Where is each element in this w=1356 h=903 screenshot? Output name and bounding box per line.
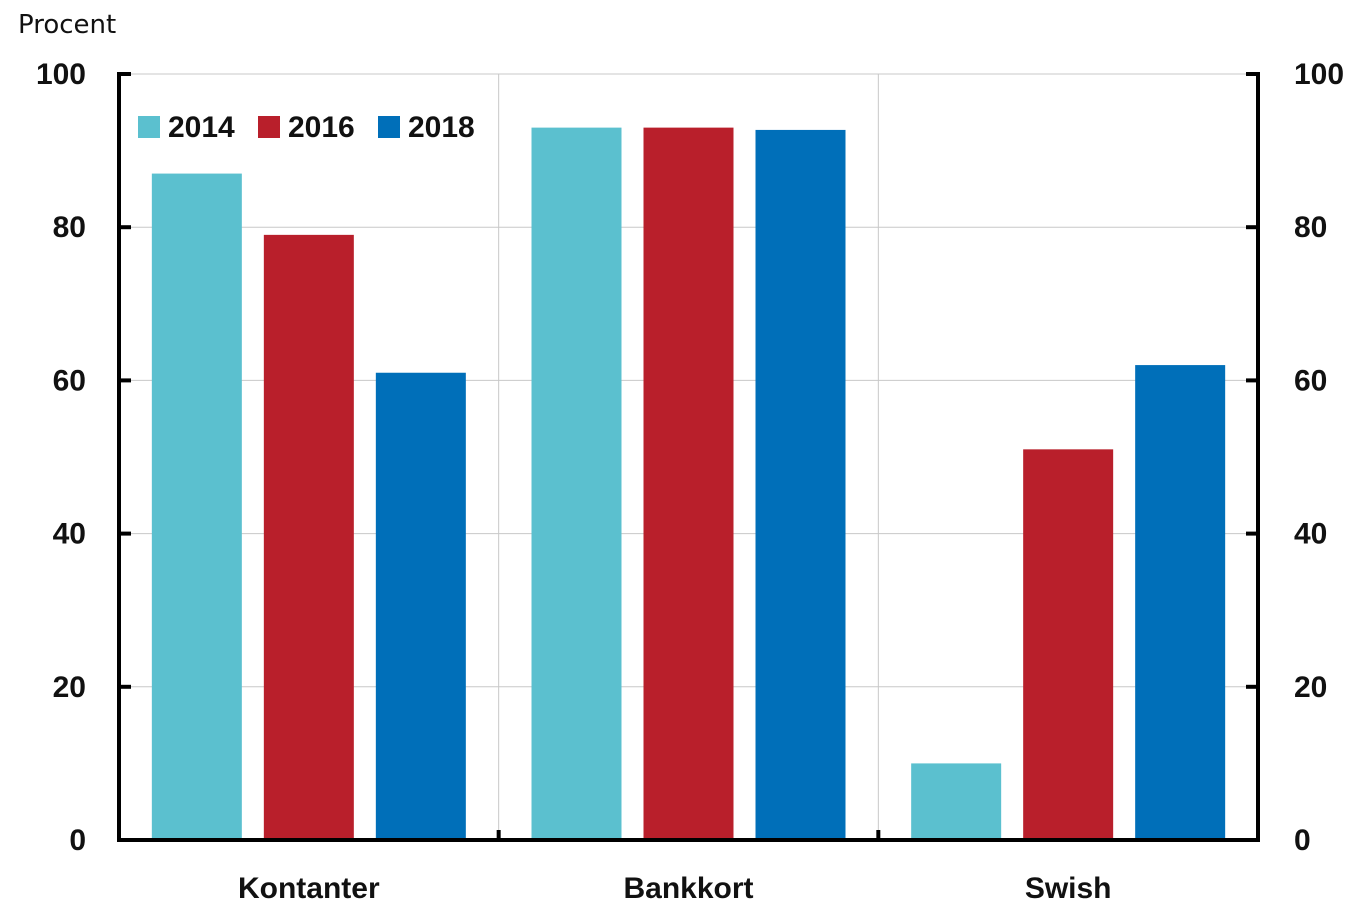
bars — [151, 127, 1226, 841]
axes — [117, 72, 1260, 842]
bar-swish-2016 — [1023, 449, 1114, 840]
legend-swatch-2014 — [138, 116, 160, 138]
bar-swish-2014 — [911, 763, 1002, 840]
right-tick-label-60: 60 — [1294, 364, 1327, 397]
right-tick-label-20: 20 — [1294, 671, 1327, 704]
left-tick-label-80: 80 — [53, 211, 86, 244]
category-label-swish: Swish — [1025, 872, 1112, 903]
right-tick-label-40: 40 — [1294, 518, 1327, 551]
bar-bankkort-2016 — [643, 127, 734, 841]
category-label-kontanter: Kontanter — [238, 872, 380, 903]
legend-swatch-2016 — [258, 116, 280, 138]
bar-bankkort-2018 — [755, 129, 846, 841]
legend-label-2018: 2018 — [408, 111, 475, 144]
left-tick-label-40: 40 — [53, 518, 86, 551]
bar-bankkort-2014 — [531, 127, 622, 841]
bar-kontanter-2018 — [375, 372, 466, 840]
legend-label-2014: 2014 — [168, 111, 235, 144]
legend: 2014 2016 2018 — [138, 111, 475, 144]
legend-label-2016: 2016 — [288, 111, 355, 144]
right-tick-label-0: 0 — [1294, 824, 1311, 857]
right-axis-ticks: 0 20 40 60 80 100 — [1246, 58, 1344, 857]
bar-swish-2018 — [1135, 365, 1226, 840]
left-tick-label-100: 100 — [36, 58, 86, 91]
legend-swatch-2018 — [378, 116, 400, 138]
left-axis-ticks: 0 20 40 60 80 100 — [36, 58, 131, 857]
right-tick-label-80: 80 — [1294, 211, 1327, 244]
category-labels: Kontanter Bankkort Swish — [238, 872, 1112, 903]
left-tick-label-20: 20 — [53, 671, 86, 704]
bar-kontanter-2016 — [263, 234, 354, 841]
category-label-bankkort: Bankkort — [623, 872, 753, 903]
left-tick-label-0: 0 — [69, 824, 86, 857]
bar-kontanter-2014 — [151, 173, 242, 840]
right-tick-label-100: 100 — [1294, 58, 1344, 91]
left-tick-label-60: 60 — [53, 364, 86, 397]
y-axis-unit-label: Procent — [18, 10, 116, 40]
